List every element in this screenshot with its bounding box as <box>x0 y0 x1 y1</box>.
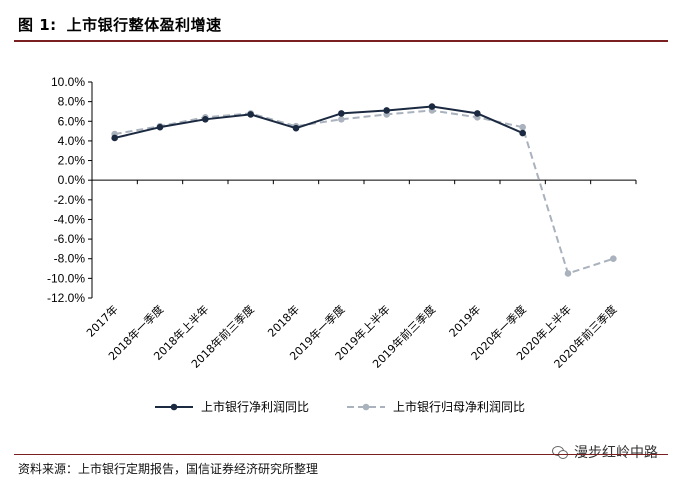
series-line <box>114 105 524 139</box>
y-tick-label: 8.0% <box>58 95 86 109</box>
y-tick-label: 4.0% <box>58 134 86 148</box>
data-point <box>338 116 345 123</box>
data-point <box>428 103 436 110</box>
legend-label: 上市银行净利润同比 <box>201 399 309 414</box>
data-point <box>564 270 572 277</box>
legend-marker <box>362 403 370 411</box>
data-point <box>338 110 345 117</box>
data-point <box>383 107 390 114</box>
y-tick-label: 2.0% <box>58 154 86 168</box>
data-point <box>519 129 526 137</box>
source-note: 资料来源：上市银行定期报告，国信证券经济研究所整理 <box>18 462 319 476</box>
watermark: 漫步红岭中路 <box>552 442 658 462</box>
y-tick-label: -8.0% <box>54 252 86 266</box>
data-point <box>202 116 209 123</box>
y-tick-label: -10.0% <box>47 271 85 285</box>
watermark-text: 漫步红岭中路 <box>574 445 658 461</box>
y-tick-label: 0.0% <box>58 173 86 187</box>
bottom-rule <box>14 454 668 455</box>
x-tick-label: 2017年 <box>83 302 120 339</box>
figure-title: 图 1: 上市银行整体盈利增速 <box>18 14 222 35</box>
series-line <box>114 109 614 275</box>
legend-marker <box>170 403 178 411</box>
y-tick-label: -2.0% <box>54 193 86 207</box>
figure-number: 图 1: <box>18 16 57 34</box>
figure-title-text: 上市银行整体盈利增速 <box>66 16 222 34</box>
legend-label: 上市银行归母净利润同比 <box>393 399 525 414</box>
x-tick-label: 2018年 <box>265 302 302 339</box>
y-tick-label: -4.0% <box>54 212 86 226</box>
data-point <box>111 134 118 142</box>
wechat-icon <box>552 445 568 459</box>
data-point <box>474 110 481 117</box>
line-chart: 10.0% 8.0% 6.0% 4.0% 2.0% 0.0% -2.0% -4.0% -6.0%… <box>47 75 637 414</box>
y-tick-label: 6.0% <box>58 114 86 128</box>
data-point <box>519 123 526 131</box>
data-point <box>247 111 254 118</box>
y-tick-label: 10.0% <box>51 75 85 89</box>
x-tick-label: 2019年 <box>446 302 483 339</box>
data-point <box>156 123 164 131</box>
data-point <box>292 124 300 132</box>
y-tick-label: -6.0% <box>54 232 86 246</box>
top-rule <box>14 40 668 42</box>
data-point <box>610 255 617 263</box>
y-tick-label: -12.0% <box>47 291 85 305</box>
